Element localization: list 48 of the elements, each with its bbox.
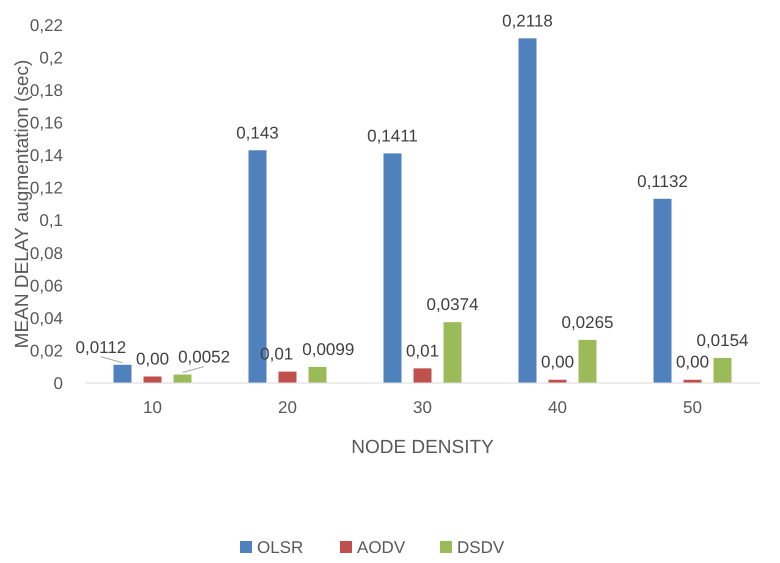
x-tick-label: 40 <box>548 398 567 417</box>
data-label: 0,0265 <box>562 312 614 332</box>
bar <box>578 340 596 383</box>
bar <box>444 322 462 383</box>
data-label: 0,0099 <box>302 340 354 359</box>
data-label: 0,0112 <box>76 338 126 357</box>
bar <box>654 198 672 383</box>
x-tick-label: 10 <box>143 398 162 417</box>
x-axis-title: NODE DENSITY <box>351 437 494 458</box>
bar <box>414 368 432 383</box>
x-tick-label: 30 <box>413 398 432 417</box>
data-label: 0,0052 <box>178 348 230 367</box>
data-label: 0,1132 <box>637 172 688 191</box>
x-tick-label: 20 <box>278 398 297 417</box>
bar <box>278 372 296 383</box>
data-label: 0,01 <box>406 341 440 360</box>
bar <box>684 380 702 383</box>
y-tick-label: 0,2 <box>39 48 63 68</box>
y-tick-label: 0,06 <box>30 276 63 296</box>
data-label: 0,00 <box>136 349 170 368</box>
y-tick-label: 0,04 <box>30 308 63 328</box>
data-label: 0,2118 <box>502 11 553 30</box>
legend-label: OLSR <box>257 538 304 557</box>
bar <box>308 366 326 383</box>
bar <box>144 376 162 383</box>
data-label: 0,0374 <box>426 295 478 314</box>
data-label: 0,143 <box>236 123 279 142</box>
data-label: 0,0154 <box>696 330 748 350</box>
data-label: 0,00 <box>540 352 574 372</box>
data-label: 0,00 <box>676 352 710 372</box>
y-tick-label: 0 <box>54 374 63 393</box>
data-label: 0,1411 <box>367 126 418 146</box>
legend-label: AODV <box>357 538 406 557</box>
y-tick-label: 0,18 <box>30 81 63 100</box>
bar <box>114 364 132 383</box>
y-tick-label: 0,22 <box>30 16 63 35</box>
y-tick-label: 0,14 <box>30 146 63 166</box>
bar <box>384 153 402 383</box>
y-tick-label: 0,02 <box>30 341 63 360</box>
y-tick-label: 0,16 <box>30 114 63 133</box>
bar <box>174 374 192 383</box>
legend-label: DSDV <box>457 538 505 557</box>
x-tick-label: 50 <box>683 398 702 417</box>
bar <box>518 38 536 383</box>
y-tick-label: 0,08 <box>30 244 63 263</box>
y-tick-label: 0,1 <box>39 211 63 230</box>
bar <box>714 358 732 383</box>
bar <box>548 380 566 383</box>
